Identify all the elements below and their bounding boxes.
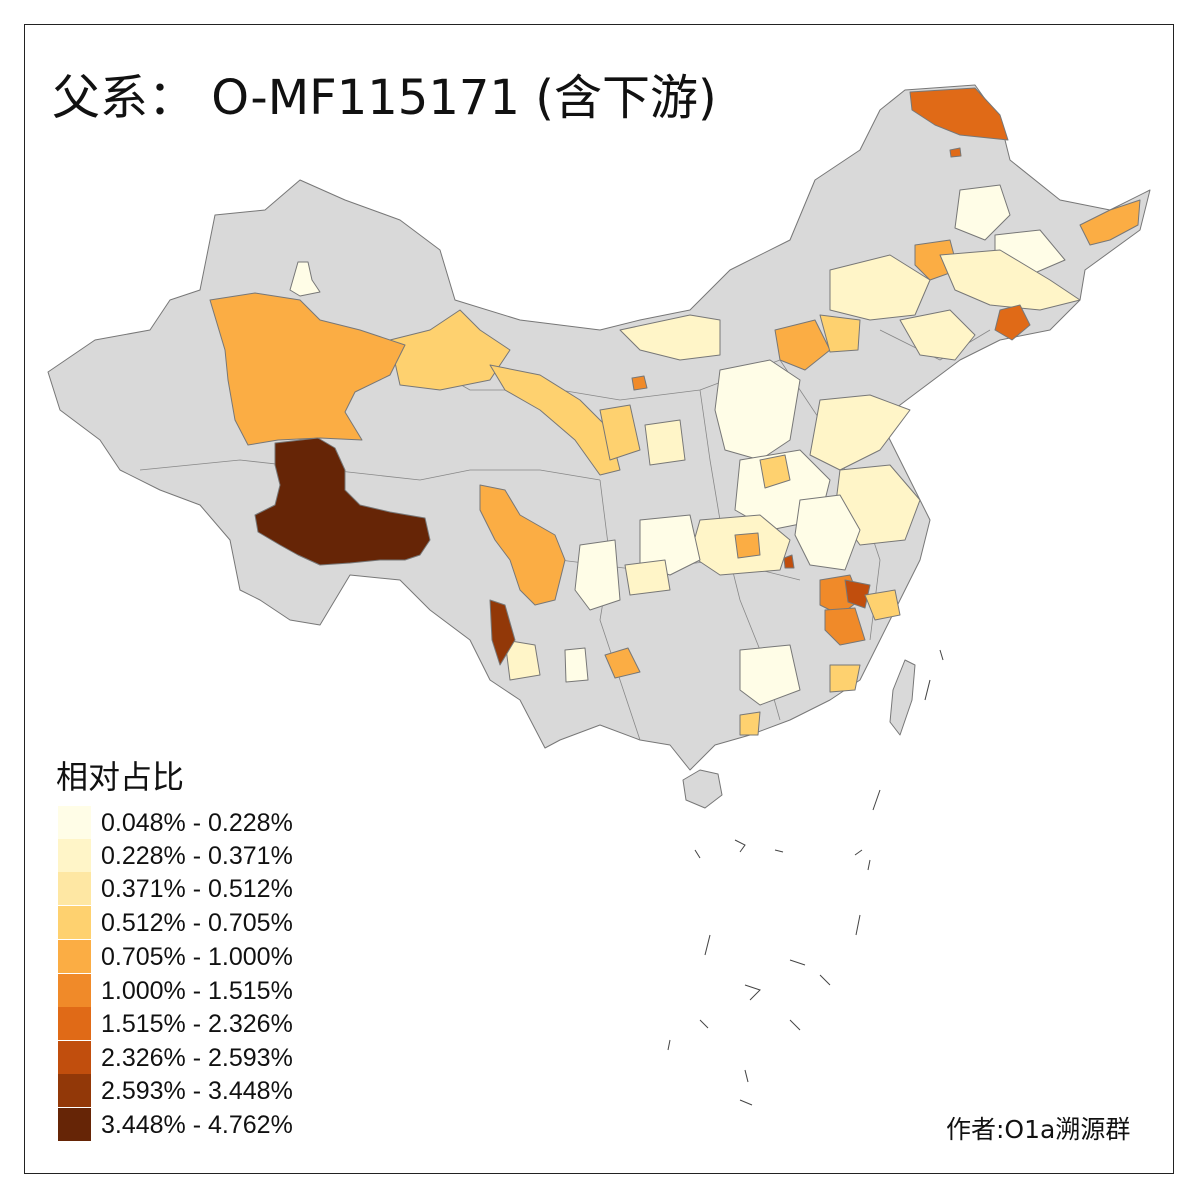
region-guangdong-1	[739, 644, 801, 706]
region-jilin-east	[939, 249, 1081, 311]
legend-swatch	[58, 974, 91, 1007]
legend-label: 1.515% - 2.326%	[101, 1010, 293, 1038]
region-zhejiang	[864, 589, 901, 621]
region-hlj-south-1	[954, 184, 1011, 241]
legend-label: 3.448% - 4.762%	[101, 1111, 293, 1139]
region-jiangxi-2	[844, 579, 871, 609]
region-shandong	[809, 394, 911, 471]
legend-label: 0.228% - 0.371%	[101, 842, 293, 870]
legend-swatch	[58, 940, 91, 973]
legend-swatch	[58, 1074, 91, 1107]
region-gansu	[389, 309, 511, 391]
region-red-dot	[783, 554, 795, 569]
legend-swatch	[58, 872, 91, 905]
region-anhui	[794, 494, 861, 571]
taiwan-region	[889, 659, 916, 736]
legend-swatch	[58, 906, 91, 939]
region-shanxi	[714, 359, 801, 461]
legend-label: 2.326% - 2.593%	[101, 1044, 293, 1072]
south-sea-islands	[667, 649, 944, 1106]
region-yunnan-1	[504, 639, 541, 681]
legend-label: 0.512% - 0.705%	[101, 909, 293, 937]
legend-title: 相对占比	[56, 758, 185, 796]
legend-swatch	[58, 1007, 91, 1040]
region-hebei-1	[819, 314, 861, 353]
region-northeast-top	[909, 87, 1009, 141]
region-tibet-brown	[254, 437, 431, 566]
legend-swatch	[58, 1108, 91, 1141]
hainan-region	[682, 769, 723, 809]
region-sichuan-1	[574, 539, 621, 611]
region-yunnan-brown	[489, 599, 516, 666]
map-title: 父系： O-MF115171 (含下游)	[52, 70, 717, 126]
region-chongqing	[639, 514, 701, 576]
legend-swatch	[58, 839, 91, 872]
region-qinghai-1	[599, 404, 641, 461]
region-ningxia-dot	[631, 375, 648, 391]
region-heilongjiang-dot	[949, 147, 962, 158]
legend-swatch	[58, 806, 91, 839]
region-henan-orange	[759, 454, 791, 489]
region-inner-mongolia-w	[619, 314, 721, 361]
region-xinjiang-orange	[209, 292, 406, 446]
legend-label: 1.000% - 1.515%	[101, 977, 293, 1005]
region-guangxi	[739, 711, 761, 736]
region-xinjiang-north	[289, 261, 321, 297]
region-tibet-east	[479, 484, 566, 606]
region-east-coast-ne	[1079, 199, 1141, 246]
region-liaoning	[899, 309, 976, 361]
region-jilin-orange	[994, 304, 1031, 341]
legend-swatch	[58, 1041, 91, 1074]
region-guizhou	[604, 647, 641, 679]
region-sichuan-2	[624, 559, 671, 596]
region-inner-mongolia-e	[829, 254, 931, 321]
region-gansu-strip	[489, 364, 621, 476]
region-yunnan-2	[564, 647, 589, 683]
author-credit: 作者:O1a溯源群	[946, 1115, 1131, 1144]
legend-label: 0.705% - 1.000%	[101, 943, 293, 971]
region-jiangxi-3	[824, 607, 866, 646]
region-qinghai-2	[644, 419, 686, 466]
region-guangdong-2	[829, 664, 861, 693]
legend-label: 0.371% - 0.512%	[101, 875, 293, 903]
region-beijing-area	[774, 319, 831, 371]
region-hubei-orange	[734, 532, 761, 559]
legend-label: 0.048% - 0.228%	[101, 809, 293, 837]
legend-label: 2.593% - 3.448%	[101, 1077, 293, 1105]
